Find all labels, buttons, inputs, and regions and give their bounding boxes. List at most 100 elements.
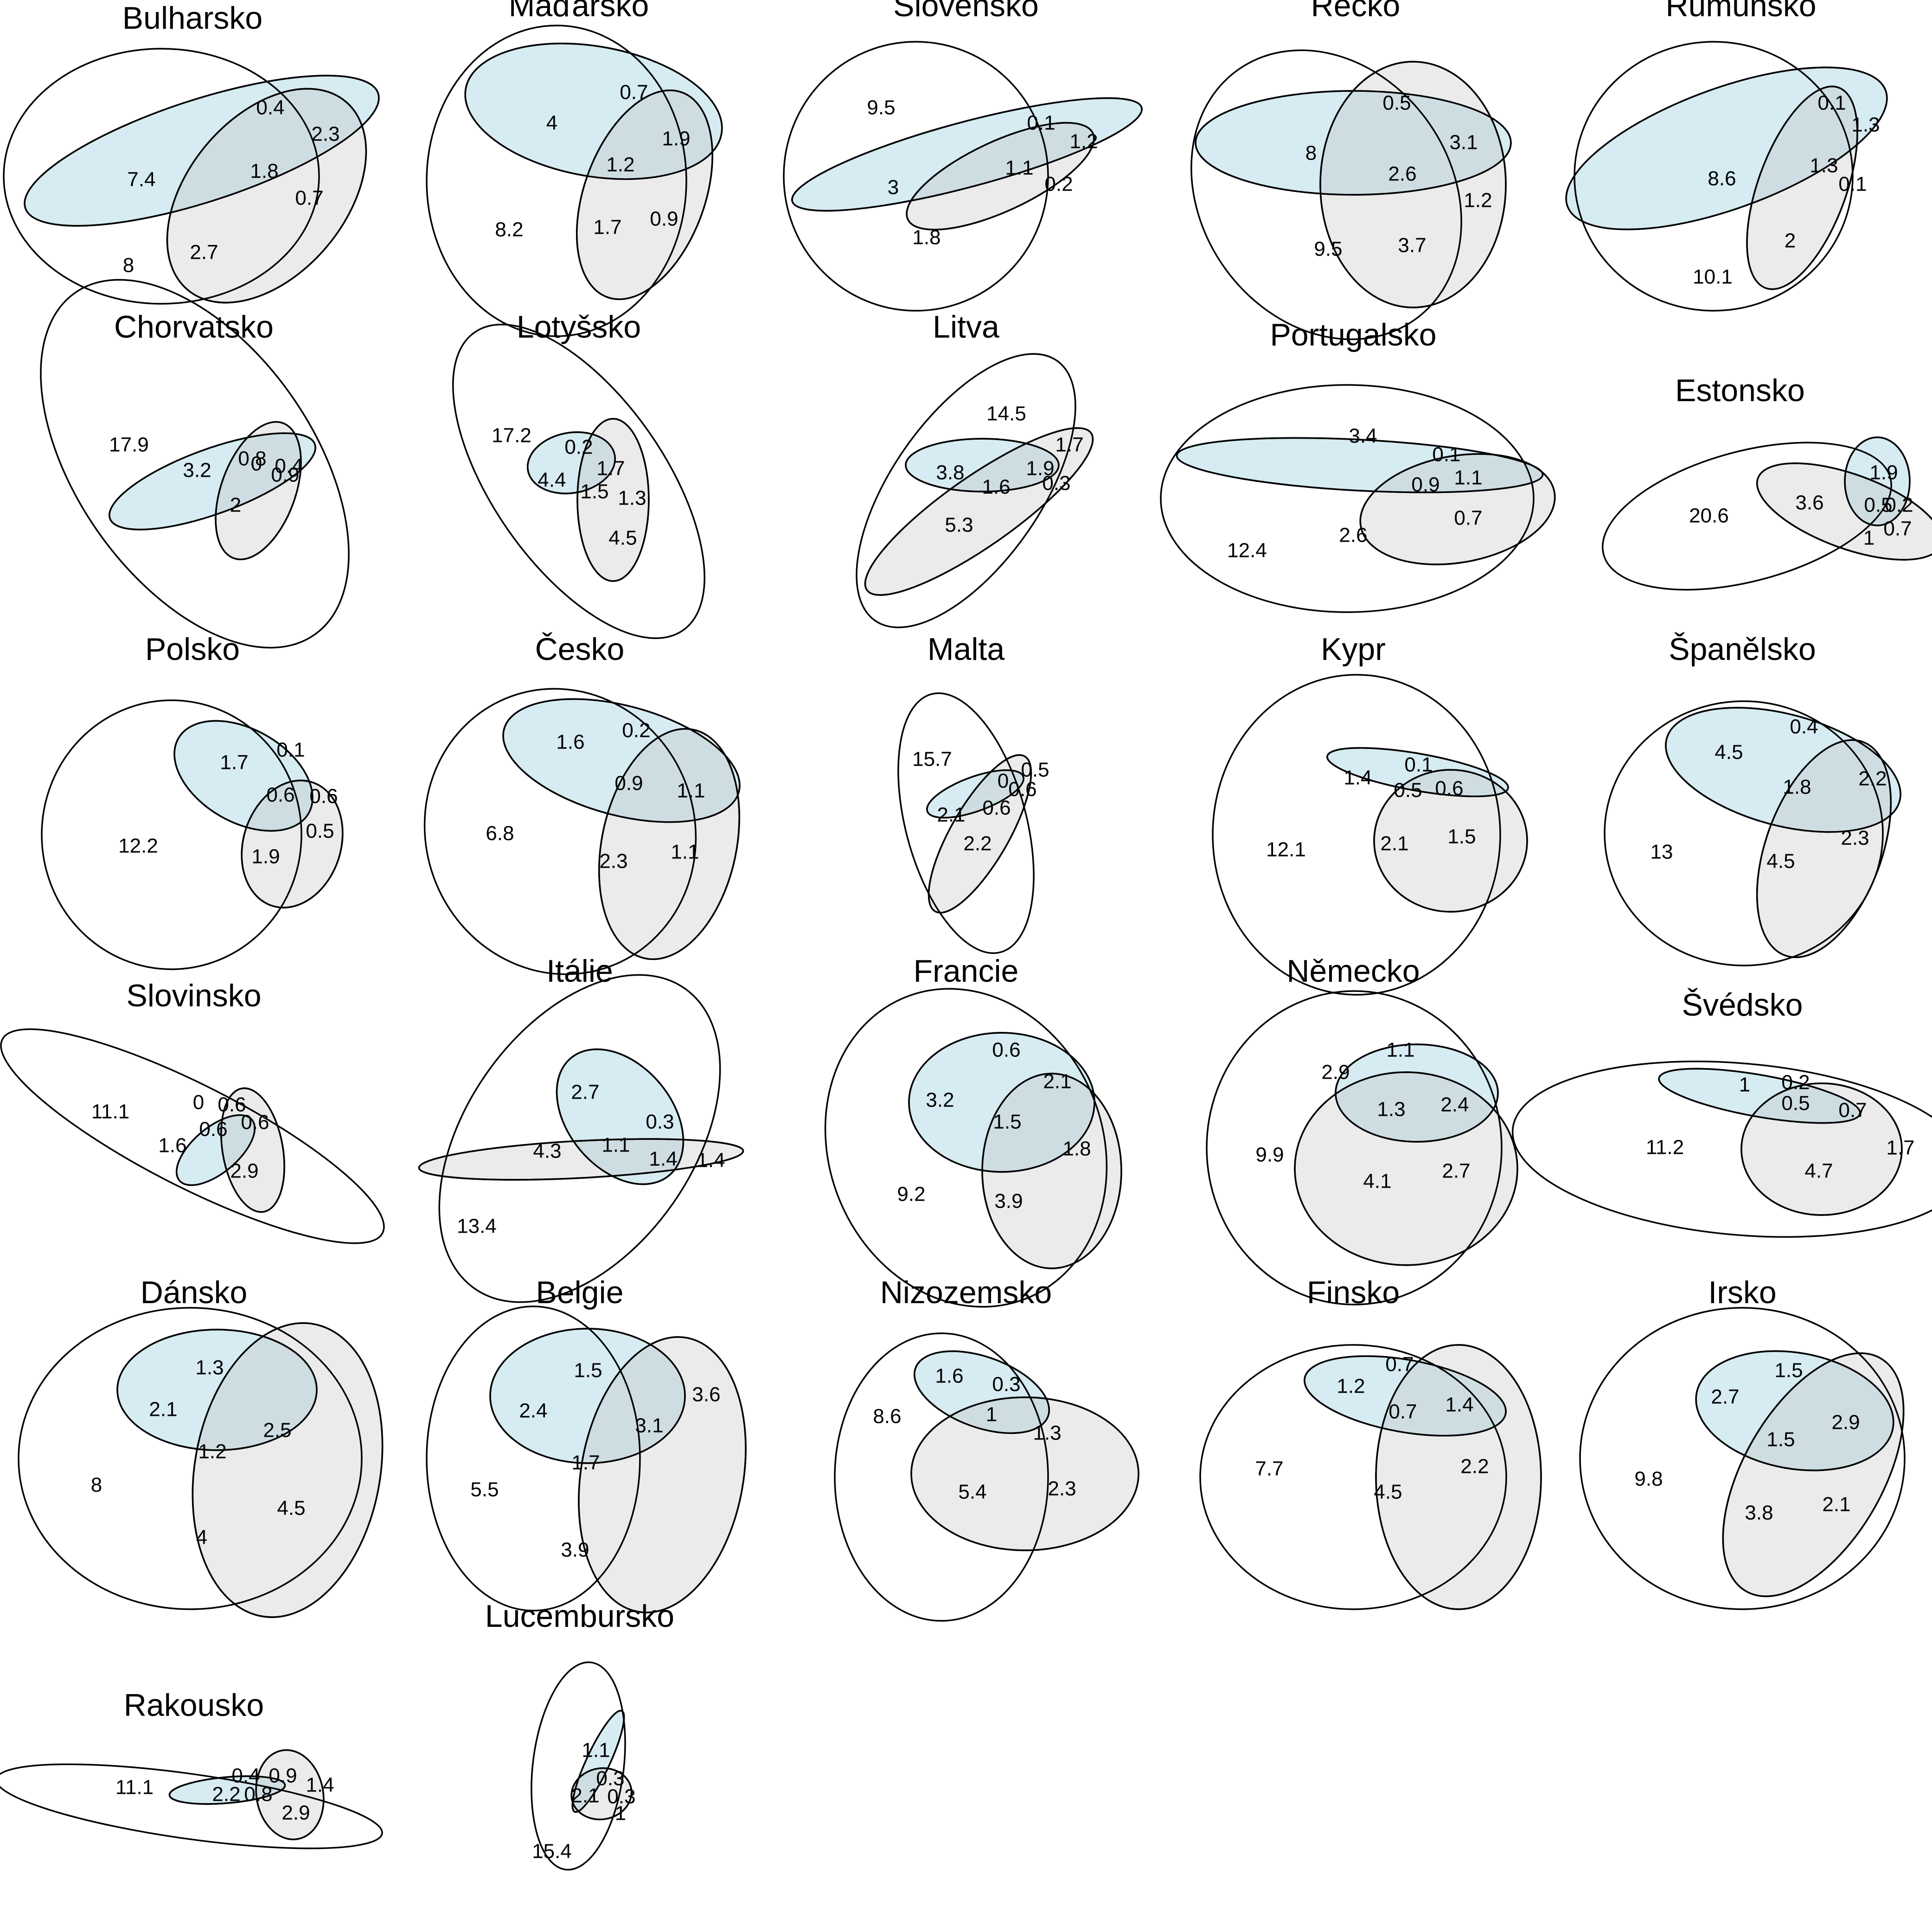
region-value-label: 1.9 [1869, 461, 1898, 484]
venn-panel: Maďarsko 4 0.7 1.9 1.2 8.2 1.7 0.9 [426, 0, 723, 337]
region-value-label: 9.8 [1634, 1468, 1663, 1491]
ellipse-outline [1326, 747, 1509, 798]
region-value-label: 4.5 [277, 1497, 305, 1520]
ellipse-outline [910, 1396, 1139, 1551]
region-value-label: 0.2 [1885, 494, 1913, 517]
region-value-label: 0.5 [1382, 92, 1411, 115]
ellipse-outline [1602, 441, 1892, 591]
region-value-label: 0.7 [1388, 1401, 1417, 1423]
region-value-label: 1.8 [912, 226, 940, 249]
ellipse-outline [426, 25, 687, 337]
region-value-label: 0.4 [1790, 716, 1818, 738]
region-value-label: 1.5 [993, 1111, 1021, 1133]
venn-panel: Polsko 1.7 0.1 0.6 0.6 12.2 0.5 1.9 [41, 632, 344, 970]
panel-title: Česko [535, 632, 625, 667]
panel-title: Slovinsko [126, 978, 261, 1013]
venn-panel: Lotyšsko 17.2 0.2 4.4 1.71.5 1.3 4.5 [452, 309, 705, 639]
ellipse-outline [856, 353, 1076, 628]
region-value-label: 14.5 [986, 403, 1026, 425]
region-value-label: 0.6 [241, 1111, 269, 1134]
ellipse-outline [791, 97, 1143, 212]
region-value-label: 2.7 [190, 241, 218, 264]
region-value-label: 2.3 [311, 123, 339, 146]
region-value-label: 1.3 [618, 487, 646, 510]
region-value-label: 0.5 [1864, 494, 1892, 517]
region-value-label: 2.4 [519, 1400, 547, 1422]
ellipse-outline [1206, 990, 1503, 1305]
region-value-label: 8 [123, 254, 134, 277]
panel-title: Švédsko [1682, 987, 1803, 1023]
region-value-label: 0 [998, 770, 1009, 793]
venn-panel: Dánsko 1.3 2.1 2.5 1.2 8 4 4.5 [18, 1275, 384, 1618]
region-value-label: 1.8 [1783, 776, 1811, 799]
region-value-label: 1.1 [1386, 1039, 1414, 1062]
venn-panel: Francie 0.6 3.2 2.1 1.5 1.8 9.2 3.9 [824, 953, 1122, 1308]
region-value-label: 8.6 [1708, 167, 1736, 190]
region-value-label: 0.7 [620, 81, 648, 104]
ellipse-outline [905, 438, 1060, 493]
region-value-label: 5.5 [470, 1478, 499, 1501]
panel-title: Lucembursko [485, 1599, 674, 1634]
venn-panel: Chorvatsko 17.9 0 0.9 3.2 0.8 0.4 2 [40, 279, 350, 649]
region-value-label: 0.5 [306, 820, 334, 843]
panel-title: Bulharsko [122, 0, 262, 36]
panel-title: Rakousko [124, 1688, 264, 1723]
region-value-label: 1.7 [596, 457, 625, 480]
venn-panel: Německo 1.1 2.9 1.3 2.4 9.9 4.1 2.7 [1206, 953, 1518, 1305]
region-value-label: 3.6 [1795, 492, 1823, 514]
region-value-label: 2.1 [1822, 1493, 1850, 1516]
ellipse-outline [176, 1114, 256, 1186]
ellipse-outline [1579, 1307, 1906, 1610]
ellipse-outline [864, 427, 1094, 596]
region-value-label: 0.1 [1027, 112, 1055, 134]
region-value-label: 1.9 [662, 128, 690, 150]
ellipse-outline [1665, 707, 1901, 833]
region-value-label: 0.5 [1021, 759, 1049, 781]
region-value-label: 8 [91, 1474, 102, 1497]
ellipse-outline [1756, 462, 1932, 561]
set-c-ellipse [1294, 1071, 1518, 1266]
region-value-label: 8.2 [495, 218, 523, 241]
region-value-label: 1.5 [580, 480, 608, 503]
set-c-ellipse [1375, 1344, 1542, 1610]
region-value-label: 4.5 [1374, 1481, 1402, 1503]
region-value-label: 2.3 [1841, 827, 1869, 850]
venn-panel: Litva 14.5 1.7 3.8 1.9 1.6 0.3 5.3 [856, 309, 1094, 628]
region-value-label: 2.9 [281, 1802, 310, 1824]
region-value-label: 1.4 [1343, 767, 1372, 789]
ellipse-outline [0, 1763, 383, 1849]
region-value-label: 0.7 [1838, 1099, 1867, 1122]
region-value-label: 12.4 [1227, 539, 1267, 562]
ellipse-outline [192, 1322, 384, 1618]
region-value-label: 5.3 [945, 514, 973, 537]
ellipse-outline [168, 1775, 286, 1805]
ellipse-outline [1160, 384, 1535, 613]
venn-panel: Irsko 1.5 2.7 2.9 1.5 9.8 3.8 2.1 [1579, 1275, 1906, 1610]
ellipse-outline [1304, 1355, 1507, 1437]
region-value-label: 7.4 [127, 168, 155, 191]
ellipse-outline [220, 1087, 285, 1213]
region-value-label: 0.4 [275, 455, 303, 478]
region-value-label: 1.9 [251, 845, 280, 868]
venn-panel: Itálie 2.7 0.3 4.3 1.1 1.4 1.4 13.4 [418, 953, 744, 1303]
venn-panel: Rakousko 11.1 0.4 0.9 1.4 2.2 0.8 2.9 [0, 1688, 383, 1849]
region-value-label: 1.5 [1447, 825, 1476, 848]
region-value-label: 3.8 [936, 461, 964, 484]
region-value-label: 1.9 [1026, 457, 1054, 480]
region-value-label: 0.6 [1435, 777, 1463, 800]
region-value-label: 2.2 [1460, 1455, 1489, 1478]
ellipse-outline [1375, 1344, 1542, 1610]
region-value-label: 1.2 [1069, 130, 1098, 153]
ellipse-outline [255, 1749, 325, 1841]
ellipse-outline [1359, 453, 1556, 565]
region-value-label: 2.2 [963, 832, 992, 855]
region-value-label: 1.2 [606, 154, 634, 176]
ellipse-outline [906, 122, 1095, 230]
ellipse-outline [578, 1336, 747, 1613]
region-value-label: 3 [888, 176, 899, 199]
ellipse-outline [1740, 1082, 1903, 1216]
ellipse-outline [571, 1709, 625, 1813]
region-value-label: 1.1 [671, 841, 699, 864]
